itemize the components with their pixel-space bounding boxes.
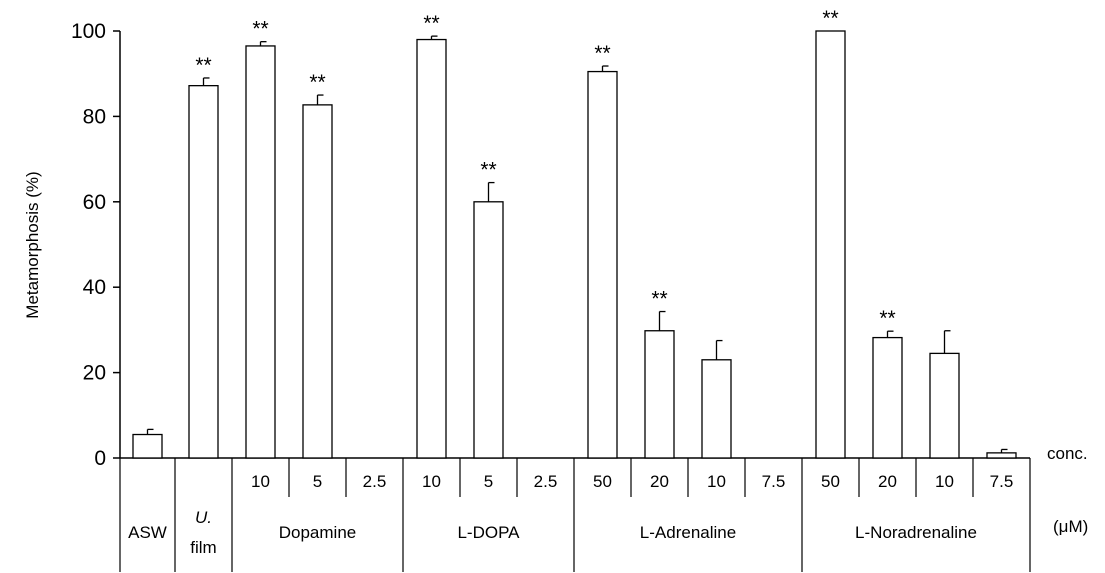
conc-label: 20: [650, 472, 669, 491]
conc-label: 20: [878, 472, 897, 491]
y-tick-label: 40: [83, 276, 106, 299]
bar: [929, 352, 960, 459]
conc-label: 10: [707, 472, 726, 491]
bar: [815, 30, 846, 459]
conc-label: 10: [251, 472, 270, 491]
conc-label: 7.5: [762, 472, 786, 491]
group-label: L-DOPA: [457, 523, 520, 542]
y-tick-label: 0: [94, 447, 106, 470]
unit-row-label: (μM): [1053, 517, 1088, 536]
y-axis-title: Metamorphosis (%): [23, 171, 42, 318]
group-label-italic: U.: [195, 508, 212, 527]
bar: [701, 359, 732, 459]
y-tick-label: 60: [83, 191, 106, 214]
conc-label: 5: [313, 472, 322, 491]
significance-marker: **: [594, 42, 610, 65]
bar: [416, 38, 447, 459]
conc-row-label: conc.: [1047, 444, 1088, 463]
significance-marker: **: [822, 7, 838, 30]
bar: [302, 104, 333, 459]
bar: [644, 330, 675, 459]
significance-marker: **: [309, 71, 325, 94]
group-label: ASW: [128, 523, 167, 542]
significance-marker: **: [651, 288, 667, 311]
bar: [473, 201, 504, 459]
bar: [245, 45, 276, 459]
bar: [132, 433, 163, 459]
bar: [587, 70, 618, 459]
bar: [872, 336, 903, 459]
bar: [188, 85, 219, 459]
group-label: L-Noradrenaline: [855, 523, 977, 542]
group-label: film: [190, 538, 216, 557]
significance-marker: **: [195, 54, 211, 77]
group-label: Dopamine: [279, 523, 357, 542]
conc-label: 10: [422, 472, 441, 491]
bar-series: ** ** ** ** ** ** ** ** **: [132, 7, 1017, 459]
significance-marker: **: [480, 159, 496, 182]
significance-marker: **: [252, 18, 268, 41]
y-tick-label: 100: [71, 20, 106, 43]
conc-label: 50: [593, 472, 612, 491]
y-tick-label: 20: [83, 362, 106, 385]
y-tick-label: 80: [83, 105, 106, 128]
conc-label: 5: [484, 472, 493, 491]
conc-label: 2.5: [363, 472, 387, 491]
bar: [986, 452, 1017, 459]
conc-label: 50: [821, 472, 840, 491]
significance-marker: **: [879, 307, 895, 330]
y-axis: 0 20 40 60 80 100: [71, 20, 121, 470]
significance-marker: **: [423, 12, 439, 35]
category-table: 10 5 2.5 10 5 2.5 50 20 10 7.5 50 20 10 7.5 ASW U. film D…: [119, 457, 1031, 572]
conc-label: 7.5: [990, 472, 1014, 491]
conc-label: 2.5: [534, 472, 558, 491]
conc-label: 10: [935, 472, 954, 491]
group-label: L-Adrenaline: [640, 523, 736, 542]
